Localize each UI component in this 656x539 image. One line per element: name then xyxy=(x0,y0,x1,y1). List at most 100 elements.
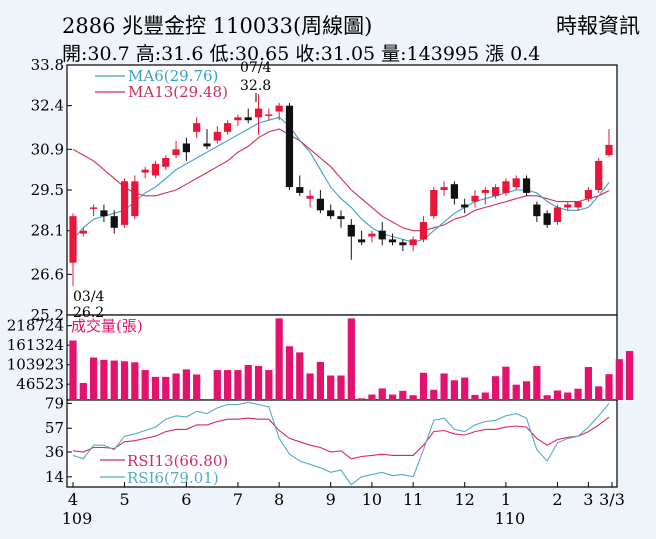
volume-bar xyxy=(254,366,263,400)
volume-bar xyxy=(141,370,149,400)
volume-bar xyxy=(213,370,221,400)
candle xyxy=(388,233,397,246)
price-tick-label: 32.4 xyxy=(31,97,64,115)
price-tick-label: 25.2 xyxy=(31,306,64,324)
high-value-annotation: 32.8 xyxy=(240,78,271,94)
candle-body xyxy=(440,187,448,190)
candle-body xyxy=(368,233,376,237)
candle xyxy=(244,108,252,124)
rsi-panel xyxy=(66,399,618,488)
candle-body xyxy=(378,230,386,240)
candle xyxy=(378,221,386,246)
candle xyxy=(502,178,510,196)
candle-body xyxy=(162,158,170,167)
candle-body xyxy=(90,207,98,209)
candle xyxy=(131,175,139,220)
candle xyxy=(553,204,562,225)
candle-body xyxy=(450,184,458,199)
rsi6-legend: RSI6(79.01) xyxy=(100,469,219,487)
candle-body xyxy=(327,210,335,217)
candle-body xyxy=(595,160,603,190)
volume-bar xyxy=(419,372,428,400)
candle xyxy=(69,213,77,286)
volume-bar xyxy=(172,373,180,400)
candle xyxy=(203,128,211,150)
volume-bar xyxy=(399,390,407,400)
volume-bar xyxy=(471,394,479,400)
candle xyxy=(450,181,458,205)
volume-bar xyxy=(90,357,98,400)
volume-tick-label: 46523 xyxy=(16,375,64,393)
candle xyxy=(275,102,283,121)
candle xyxy=(605,128,613,157)
candle-body xyxy=(316,198,324,211)
candle xyxy=(151,160,160,179)
volume-bar xyxy=(492,376,500,400)
candle xyxy=(492,184,500,199)
ma6-line xyxy=(72,116,610,243)
candle-body xyxy=(347,224,355,237)
month-label: 4 xyxy=(68,490,78,509)
candle xyxy=(430,187,438,220)
volume-bar xyxy=(461,377,469,400)
volume-bar xyxy=(522,381,531,400)
candle xyxy=(347,219,355,260)
volume-bar xyxy=(574,388,582,400)
volume-bar xyxy=(430,389,438,400)
candle-body xyxy=(502,181,510,193)
candle xyxy=(543,210,551,228)
rsi-tick-label: 14 xyxy=(45,468,64,486)
volume-bar xyxy=(337,375,345,400)
candle-body xyxy=(203,143,211,147)
volume-bar xyxy=(306,373,314,400)
candle-body xyxy=(553,207,562,222)
rsi-tick-label: 57 xyxy=(45,419,64,437)
rsi13-legend-label: RSI13(66.80) xyxy=(127,452,228,470)
volume-bar xyxy=(79,383,87,400)
candle-body xyxy=(100,210,108,217)
low-date-annotation: 03/4 xyxy=(73,289,105,305)
month-label: 7 xyxy=(233,490,243,509)
chart-title: 2886 兆豐金控 110033(周線圖) xyxy=(62,14,372,38)
candle-body xyxy=(265,114,273,116)
month-label: 3 xyxy=(583,490,593,509)
price-axis: 33.8 32.4 30.9 29.5 28.1 26.6 25.2 xyxy=(31,56,72,324)
candle-body xyxy=(244,117,252,121)
candle-body xyxy=(141,169,149,173)
volume-bar xyxy=(564,392,572,400)
rsi-axis: 79 57 36 14 xyxy=(45,394,72,486)
volume-bar xyxy=(584,367,592,400)
candle xyxy=(234,114,242,127)
volume-bar xyxy=(533,366,541,400)
ma13-legend-label: MA13(29.48) xyxy=(128,83,228,101)
volume-bar xyxy=(234,370,242,400)
candle-body xyxy=(388,239,397,243)
candle xyxy=(90,204,98,217)
candle xyxy=(419,216,428,243)
volume-bar xyxy=(605,374,613,400)
volume-bar xyxy=(553,390,562,400)
rsi-lines xyxy=(72,401,610,486)
volume-bar xyxy=(327,375,335,400)
candle-body xyxy=(533,204,541,217)
candle xyxy=(182,137,190,161)
volume-bar xyxy=(120,361,129,400)
volume-bar xyxy=(316,361,324,400)
candle-body xyxy=(275,105,283,112)
volume-bar xyxy=(224,370,232,400)
candle-body xyxy=(306,195,314,199)
volume-bar xyxy=(151,376,160,400)
candle-body xyxy=(79,230,87,234)
candle-body xyxy=(224,123,232,132)
month-label: 10 xyxy=(362,490,382,509)
volume-bar xyxy=(502,366,510,400)
candle-body xyxy=(584,190,592,199)
candle xyxy=(79,227,87,237)
candle-body xyxy=(492,187,500,196)
volume-bar xyxy=(285,346,294,400)
candle-body xyxy=(120,181,129,225)
candle-body xyxy=(358,239,366,243)
volume-bar xyxy=(368,394,376,400)
